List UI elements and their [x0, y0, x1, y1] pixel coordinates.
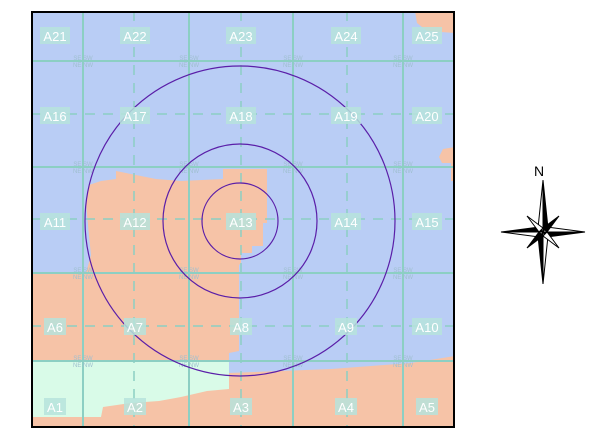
- quadrant-label-top: SE SW: [179, 268, 199, 274]
- cell-label-bg: [40, 213, 70, 230]
- land-area-southeast: [229, 356, 455, 428]
- range-rings: [84, 65, 396, 377]
- cell-label-a18[interactable]: A18: [229, 109, 252, 124]
- cell-label-bg: [416, 398, 438, 415]
- quadrant-label-bottom: NE NW: [179, 363, 199, 369]
- cell-label-a17[interactable]: A17: [123, 109, 146, 124]
- cell-labels: A21 A22 A23 A24 A25 A16 A17 A18 A19 A20 A11 A12 A13 A…: [40, 27, 442, 415]
- cell-label-a21[interactable]: A21: [43, 29, 66, 44]
- land-area-east: [439, 147, 455, 181]
- cell-label-a13[interactable]: A13: [229, 215, 252, 230]
- quadrant-label-top: SE SW: [283, 56, 303, 62]
- range-ring: [162, 143, 318, 299]
- cell-label-bg: [124, 318, 146, 335]
- cell-label-a25[interactable]: A25: [415, 29, 438, 44]
- north-label: N: [534, 163, 544, 179]
- cell-label-a6[interactable]: A6: [47, 320, 63, 335]
- quadrant-label-top: SE SW: [393, 162, 413, 168]
- quadrant-label-bottom: NE NW: [283, 63, 303, 69]
- quadrant-label-top: SE SW: [73, 56, 93, 62]
- cell-label-bg: [335, 318, 357, 335]
- compass-rose-icon: N: [500, 163, 586, 285]
- cell-label-bg: [412, 27, 442, 44]
- quadrant-label-top: SE SW: [179, 56, 199, 62]
- cell-label-a20[interactable]: A20: [415, 109, 438, 124]
- cell-label-a22[interactable]: A22: [123, 29, 146, 44]
- cell-label-a11[interactable]: A11: [44, 215, 66, 230]
- cell-label-bg: [331, 213, 361, 230]
- grid-sublines: [31, 11, 455, 428]
- cell-label-bg: [120, 27, 150, 44]
- quadrant-label-bottom: NE NW: [179, 275, 199, 281]
- map-panel[interactable]: SE SW NE NW SE SW NE NW SE SW NE NW SE SW NE NW…: [31, 11, 455, 433]
- cell-label-a8[interactable]: A8: [233, 320, 249, 335]
- cell-label-a9[interactable]: A9: [338, 320, 354, 335]
- quadrant-label-top: SE SW: [393, 56, 413, 62]
- quadrant-label-bottom: NE NW: [283, 275, 303, 281]
- map-border: [31, 11, 455, 428]
- cell-label-bg: [40, 27, 70, 44]
- cell-label-bg: [226, 213, 256, 230]
- cell-label-a15[interactable]: A15: [415, 215, 438, 230]
- quadrant-label-top: SE SW: [393, 268, 413, 274]
- quadrant-label-bottom: NE NW: [393, 363, 413, 369]
- quadrant-label-bottom: NE NW: [393, 169, 413, 175]
- quadrant-label-top: SE SW: [73, 162, 93, 168]
- range-ring: [84, 65, 396, 377]
- cell-label-a2[interactable]: A2: [127, 400, 143, 415]
- cell-label-bg: [120, 213, 150, 230]
- marsh-area: [31, 361, 229, 417]
- quadrant-label-bottom: NE NW: [73, 363, 93, 369]
- cell-label-a10[interactable]: A10: [415, 320, 438, 335]
- cell-label-a1[interactable]: A1: [47, 400, 63, 415]
- compass: N: [497, 152, 589, 297]
- quadrant-label-top: SE SW: [179, 356, 199, 362]
- cell-label-bg: [335, 398, 357, 415]
- cell-label-bg: [331, 27, 361, 44]
- cell-label-bg: [226, 107, 256, 124]
- quadrant-label-top: SE SW: [283, 268, 303, 274]
- cell-label-a12[interactable]: A12: [123, 215, 146, 230]
- quadrant-label-top: SE SW: [73, 356, 93, 362]
- cell-label-a16[interactable]: A16: [43, 109, 66, 124]
- cell-label-a5[interactable]: A5: [419, 400, 435, 415]
- cell-label-bg: [412, 213, 442, 230]
- quadrant-label-bottom: NE NW: [283, 169, 303, 175]
- cell-label-a3[interactable]: A3: [233, 400, 249, 415]
- quadrant-label-bottom: NE NW: [393, 275, 413, 281]
- cell-label-bg: [44, 398, 66, 415]
- cell-label-a19[interactable]: A19: [334, 109, 357, 124]
- cell-label-bg: [412, 318, 442, 335]
- cell-label-a7[interactable]: A7: [127, 320, 143, 335]
- quadrant-label-bottom: NE NW: [179, 63, 199, 69]
- cell-label-bg: [331, 107, 361, 124]
- quadrant-label-bottom: NE NW: [393, 63, 413, 69]
- quadrant-label-top: SE SW: [73, 268, 93, 274]
- quadrant-label-bottom: NE NW: [73, 63, 93, 69]
- cell-label-bg: [226, 27, 256, 44]
- quadrant-label-bottom: NE NW: [73, 169, 93, 175]
- quadrant-label-top: SE SW: [393, 356, 413, 362]
- cell-label-bg: [230, 318, 252, 335]
- cell-label-bg: [230, 398, 252, 415]
- cell-label-bg: [124, 398, 146, 415]
- quadrant-label-top: SE SW: [179, 162, 199, 168]
- cell-label-a14[interactable]: A14: [334, 215, 357, 230]
- cell-label-bg: [44, 318, 66, 335]
- cell-label-a4[interactable]: A4: [338, 400, 354, 415]
- range-ring: [201, 182, 279, 260]
- quadrant-label-top: SE SW: [283, 356, 303, 362]
- cell-label-a24[interactable]: A24: [334, 29, 357, 44]
- quadrant-label-bottom: NE NW: [73, 275, 93, 281]
- cell-label-bg: [412, 107, 442, 124]
- quadrant-label-bottom: NE NW: [179, 169, 199, 175]
- cell-label-bg: [40, 107, 70, 124]
- cell-label-a23[interactable]: A23: [229, 29, 252, 44]
- cell-label-bg: [120, 107, 150, 124]
